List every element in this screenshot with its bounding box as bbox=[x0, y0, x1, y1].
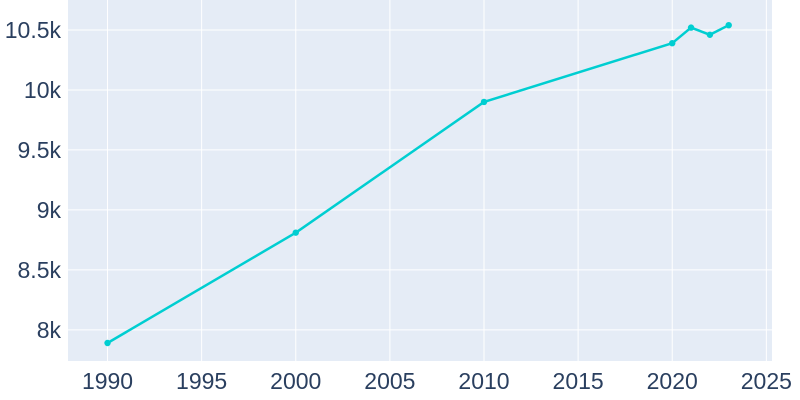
y-tick-label: 9k bbox=[37, 197, 62, 223]
y-tick-label: 8k bbox=[37, 317, 62, 343]
y-tick-label: 9.5k bbox=[18, 137, 62, 163]
x-tick-label: 2025 bbox=[741, 368, 792, 394]
y-tick-label: 8.5k bbox=[18, 257, 62, 283]
x-tick-label: 2020 bbox=[647, 368, 698, 394]
x-tick-label: 2015 bbox=[553, 368, 604, 394]
population-data-point-marker[interactable] bbox=[480, 98, 488, 106]
population-data-point-marker[interactable] bbox=[104, 339, 111, 347]
y-tick-label: 10k bbox=[24, 77, 62, 103]
x-tick-label: 2005 bbox=[364, 368, 415, 394]
plot-area-background bbox=[68, 0, 772, 361]
population-data-point-marker[interactable] bbox=[669, 39, 676, 47]
population-data-point-marker[interactable] bbox=[706, 31, 714, 38]
x-tick-label: 1990 bbox=[82, 368, 133, 394]
x-tick-label: 1995 bbox=[176, 368, 227, 394]
y-tick-label: 10.5k bbox=[5, 17, 62, 43]
x-tick-label: 2000 bbox=[270, 368, 321, 394]
population-data-point-marker[interactable] bbox=[687, 24, 695, 31]
population-data-point-marker[interactable] bbox=[725, 21, 732, 29]
x-tick-label: 2010 bbox=[458, 368, 509, 394]
population-data-point-marker[interactable] bbox=[292, 229, 299, 236]
